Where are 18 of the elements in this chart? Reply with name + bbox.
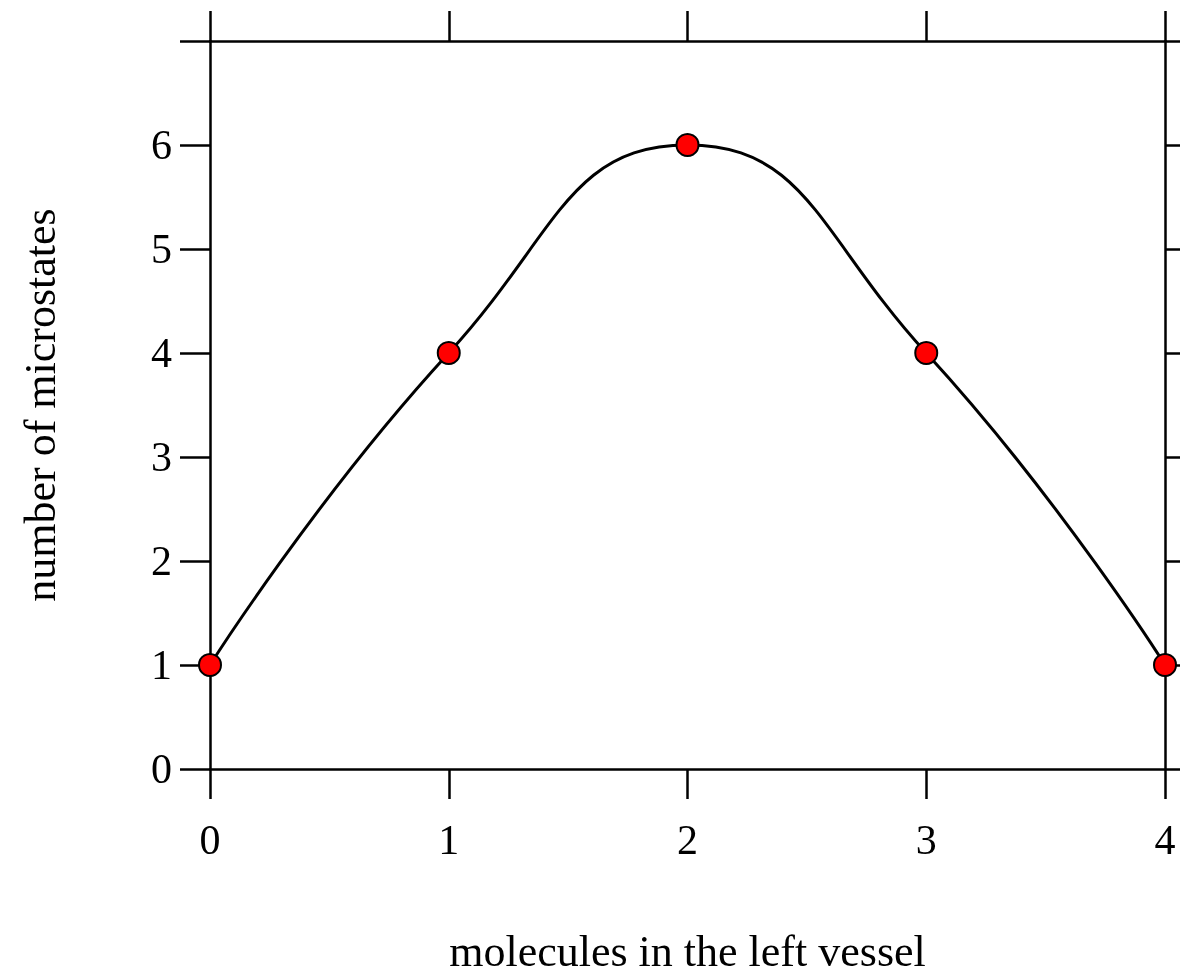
x-tick-label: 2 [677, 817, 698, 863]
point [436, 341, 461, 365]
y-tick-label: 2 [151, 538, 172, 584]
y-tick-label: 4 [151, 330, 172, 376]
x-tick-label: 0 [199, 817, 221, 863]
x-tick-label: 1 [438, 817, 460, 863]
x-tick-label: 4 [1154, 817, 1176, 863]
point [914, 341, 939, 365]
y-tick-label: 5 [151, 226, 172, 272]
y-tick-label: 3 [151, 434, 172, 480]
y-tick-label: 6 [151, 122, 172, 168]
y-tick-label: 0 [151, 746, 172, 792]
y-axis-title: number of microstates [15, 208, 65, 602]
y-tick-label: 1 [151, 642, 172, 688]
point [198, 653, 222, 677]
point [675, 133, 700, 157]
x-tick-label: 3 [915, 817, 937, 863]
x-axis-title: molecules in the left vessel [449, 926, 926, 976]
